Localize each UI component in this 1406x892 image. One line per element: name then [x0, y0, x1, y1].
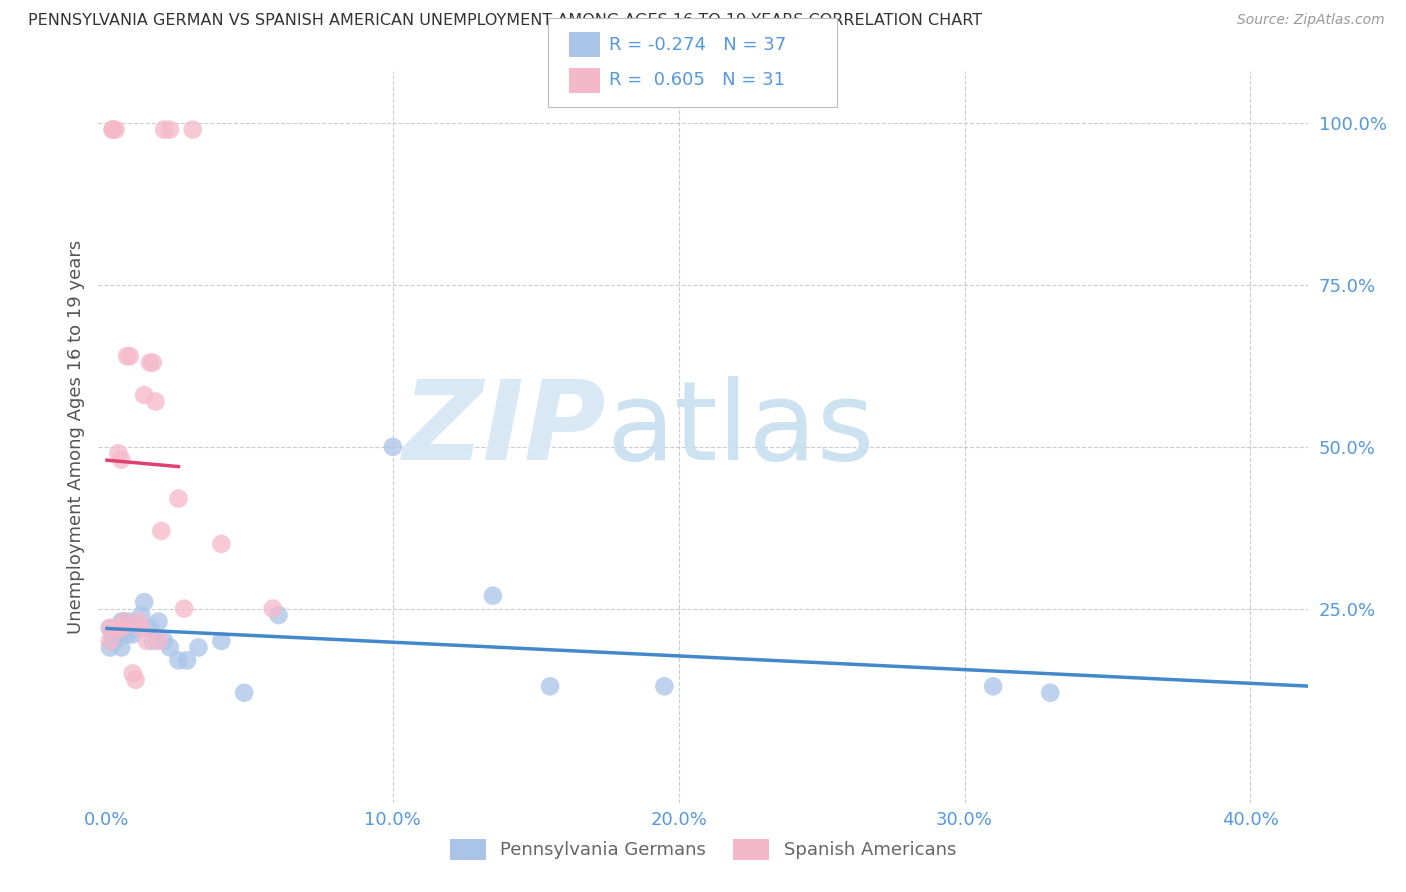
- Point: [482, 589, 505, 603]
- Point: [173, 601, 195, 615]
- Point: [1039, 686, 1062, 700]
- Point: [98, 640, 121, 655]
- Y-axis label: Unemployment Among Ages 16 to 19 years: Unemployment Among Ages 16 to 19 years: [66, 240, 84, 634]
- Point: [115, 627, 138, 641]
- Point: [209, 634, 232, 648]
- Point: [981, 679, 1004, 693]
- Point: [101, 634, 124, 648]
- Text: PENNSYLVANIA GERMAN VS SPANISH AMERICAN UNEMPLOYMENT AMONG AGES 16 TO 19 YEARS C: PENNSYLVANIA GERMAN VS SPANISH AMERICAN …: [28, 13, 983, 29]
- Point: [107, 446, 129, 460]
- Point: [104, 122, 127, 136]
- Point: [121, 627, 143, 641]
- Point: [136, 634, 159, 648]
- Point: [115, 349, 138, 363]
- Point: [134, 388, 156, 402]
- Point: [187, 640, 209, 655]
- Point: [654, 679, 676, 693]
- Point: [107, 621, 129, 635]
- Text: Source: ZipAtlas.com: Source: ZipAtlas.com: [1237, 13, 1385, 28]
- Point: [101, 122, 124, 136]
- Point: [167, 491, 190, 506]
- Point: [153, 634, 176, 648]
- Point: [112, 615, 135, 629]
- Point: [104, 621, 127, 635]
- Point: [98, 621, 121, 635]
- Point: [139, 621, 162, 635]
- Point: [267, 608, 290, 623]
- Point: [98, 634, 121, 648]
- Point: [142, 356, 165, 370]
- Point: [124, 673, 146, 687]
- Point: [176, 653, 198, 667]
- Point: [153, 122, 176, 136]
- Point: [129, 621, 152, 635]
- Point: [148, 634, 170, 648]
- Point: [181, 122, 204, 136]
- Point: [112, 621, 135, 635]
- Point: [110, 621, 132, 635]
- Point: [233, 686, 256, 700]
- Point: [127, 621, 149, 635]
- Point: [112, 615, 135, 629]
- Point: [110, 640, 132, 655]
- Point: [98, 621, 121, 635]
- Point: [124, 621, 146, 635]
- Point: [139, 356, 162, 370]
- Point: [145, 394, 167, 409]
- Point: [134, 595, 156, 609]
- Point: [101, 122, 124, 136]
- Point: [110, 452, 132, 467]
- Point: [127, 615, 149, 629]
- Point: [159, 122, 181, 136]
- Point: [104, 634, 127, 648]
- Point: [159, 640, 181, 655]
- Point: [101, 627, 124, 641]
- Point: [381, 440, 404, 454]
- Point: [209, 537, 232, 551]
- Text: R = -0.274   N = 37: R = -0.274 N = 37: [609, 36, 786, 54]
- Point: [121, 666, 143, 681]
- Point: [110, 615, 132, 629]
- Point: [107, 627, 129, 641]
- Point: [129, 608, 152, 623]
- Point: [262, 601, 284, 615]
- Text: ZIP: ZIP: [402, 376, 606, 483]
- Point: [142, 634, 165, 648]
- Point: [110, 621, 132, 635]
- Point: [118, 349, 141, 363]
- Point: [107, 621, 129, 635]
- Text: atlas: atlas: [606, 376, 875, 483]
- Point: [148, 615, 170, 629]
- Point: [104, 621, 127, 635]
- Text: R =  0.605   N = 31: R = 0.605 N = 31: [609, 71, 785, 89]
- Point: [118, 615, 141, 629]
- Point: [150, 524, 173, 538]
- Point: [538, 679, 561, 693]
- Point: [167, 653, 190, 667]
- Legend: Pennsylvania Germans, Spanish Americans: Pennsylvania Germans, Spanish Americans: [450, 838, 956, 860]
